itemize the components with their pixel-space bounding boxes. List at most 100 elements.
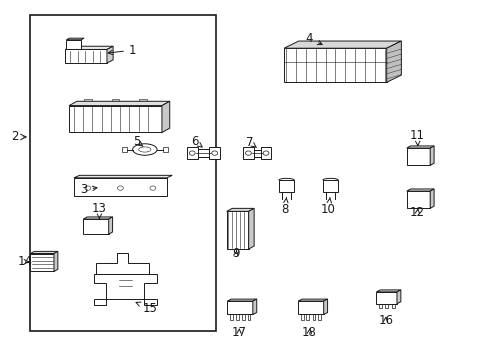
Bar [306,315,309,320]
Polygon shape [69,101,170,105]
Bar [412,152,425,162]
Bar [83,113,100,118]
Bar [381,43,395,47]
Text: 3: 3 [80,183,97,196]
Bar [392,304,395,309]
Bar [187,147,197,159]
Bar [293,64,306,80]
Circle shape [150,186,156,190]
Bar [83,120,100,125]
Circle shape [263,151,269,155]
Text: 8: 8 [281,197,289,216]
Bar [370,64,384,80]
Polygon shape [407,191,430,208]
Text: 17: 17 [232,326,246,339]
Text: 1: 1 [108,44,136,57]
Bar [140,99,147,105]
Bar [86,224,91,232]
Circle shape [118,186,123,190]
Text: 6: 6 [192,135,202,148]
Polygon shape [227,301,253,315]
Bar [250,149,265,157]
Polygon shape [67,40,81,49]
Bar [230,211,245,216]
Bar [307,43,321,47]
Polygon shape [227,299,257,301]
Polygon shape [94,274,157,305]
Circle shape [189,151,195,155]
Bar [100,224,105,232]
Text: 10: 10 [321,197,336,216]
Polygon shape [74,178,167,197]
Text: 13: 13 [92,202,107,219]
Polygon shape [298,299,328,301]
Bar [84,99,92,105]
Polygon shape [54,251,58,271]
Circle shape [245,151,251,155]
Bar [367,51,390,60]
Bar [209,147,220,159]
Bar [247,315,250,320]
Bar [385,304,388,309]
Polygon shape [430,146,434,165]
Bar [112,99,120,105]
Text: 9: 9 [232,247,240,260]
Text: 5: 5 [133,135,143,148]
Polygon shape [387,41,401,82]
Polygon shape [376,292,397,304]
Bar [300,315,303,320]
Polygon shape [109,217,113,234]
Bar [313,315,316,320]
Bar [194,149,213,157]
Bar [282,184,291,189]
Polygon shape [96,253,149,274]
Ellipse shape [139,147,151,152]
Polygon shape [407,146,434,148]
Bar [299,51,322,60]
Polygon shape [66,49,107,63]
Bar [163,147,168,152]
Polygon shape [407,189,434,191]
Polygon shape [324,299,328,315]
Polygon shape [298,301,324,315]
Text: 16: 16 [378,314,393,327]
Polygon shape [83,219,109,234]
Bar [412,194,425,205]
Text: 12: 12 [410,207,425,220]
Polygon shape [107,46,113,63]
Polygon shape [397,290,401,304]
Bar [93,224,98,232]
Polygon shape [407,148,430,165]
Polygon shape [284,48,387,82]
Bar [312,64,325,80]
Circle shape [212,151,218,155]
Polygon shape [162,101,170,132]
Polygon shape [30,251,58,253]
Bar [326,184,335,189]
Polygon shape [69,105,162,132]
Polygon shape [66,46,113,49]
Text: 4: 4 [306,32,322,45]
Text: 14: 14 [18,255,33,268]
Polygon shape [67,38,84,40]
Bar [331,64,344,80]
Text: 7: 7 [246,136,256,149]
Bar [379,304,382,309]
Polygon shape [323,180,338,192]
Text: 18: 18 [302,326,317,339]
Bar [356,43,370,47]
Polygon shape [74,175,172,178]
Text: 11: 11 [410,129,425,145]
Bar [122,147,127,152]
Ellipse shape [133,144,157,155]
Bar [30,15,216,330]
Bar [333,51,356,60]
Polygon shape [227,211,248,249]
Polygon shape [248,208,254,249]
Polygon shape [30,253,54,271]
Polygon shape [376,290,401,292]
Bar [243,147,254,159]
Polygon shape [279,180,294,192]
Polygon shape [227,208,254,211]
Bar [318,315,321,320]
